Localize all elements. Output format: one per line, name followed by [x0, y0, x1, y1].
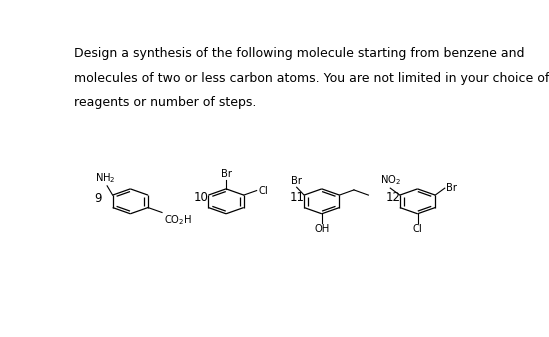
Text: OH: OH: [314, 224, 329, 234]
Text: Br: Br: [446, 183, 457, 193]
Text: reagents or number of steps.: reagents or number of steps.: [74, 96, 256, 109]
Text: 11: 11: [290, 191, 305, 204]
Text: Br: Br: [291, 176, 302, 186]
Text: Cl: Cl: [259, 186, 268, 195]
Text: CO$_2$H: CO$_2$H: [164, 213, 193, 227]
Text: Cl: Cl: [413, 224, 422, 234]
Text: 9: 9: [94, 192, 102, 205]
Text: molecules of two or less carbon atoms. You are not limited in your choice of: molecules of two or less carbon atoms. Y…: [74, 71, 549, 85]
Text: NH$_2$: NH$_2$: [95, 171, 115, 185]
Text: NO$_2$: NO$_2$: [380, 173, 401, 187]
Text: Br: Br: [221, 169, 232, 179]
Text: Design a synthesis of the following molecule starting from benzene and: Design a synthesis of the following mole…: [74, 47, 524, 60]
Text: 12: 12: [385, 191, 401, 204]
Text: 10: 10: [194, 191, 209, 204]
